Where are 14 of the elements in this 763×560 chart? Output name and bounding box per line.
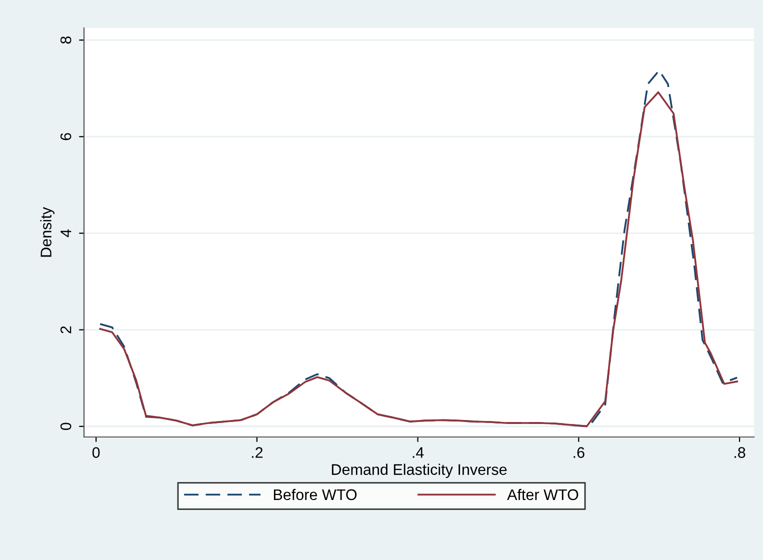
y-tick-label: 4: [60, 229, 72, 238]
y-axis-title: Density: [40, 207, 54, 257]
y-tick-label: 6: [60, 133, 72, 140]
y-tick-label: 2: [60, 326, 72, 334]
x-axis-title: Demand Elasticity Inverse: [332, 464, 507, 478]
x-tick-label: .2: [252, 447, 263, 458]
legend-label: After WTO: [507, 488, 578, 500]
x-tick-label: 0: [92, 447, 100, 458]
y-tick-label: 8: [60, 36, 72, 44]
x-tick-label: .4: [412, 447, 424, 458]
y-tick-label: 0: [60, 422, 72, 430]
x-tick-label: .6: [574, 447, 584, 458]
legend-label: Before WTO: [274, 488, 357, 500]
x-tick-label: .8: [734, 447, 746, 458]
